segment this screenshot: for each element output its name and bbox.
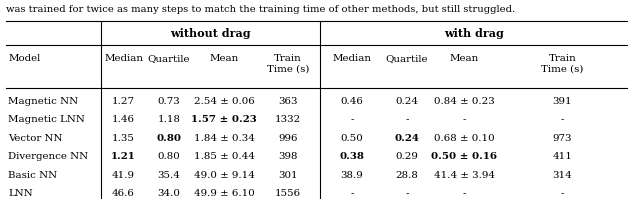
Text: 996: 996 [278,134,298,142]
Text: 38.9: 38.9 [340,171,364,179]
Text: Train
Time (s): Train Time (s) [267,54,309,73]
Text: 1.85 ± 0.44: 1.85 ± 0.44 [193,152,255,161]
Text: 34.0: 34.0 [157,189,180,198]
Text: 0.46: 0.46 [340,97,364,105]
Text: Median: Median [104,54,143,63]
Text: Magnetic NN: Magnetic NN [8,97,79,105]
Text: 49.0 ± 9.14: 49.0 ± 9.14 [193,171,255,179]
Text: 0.38: 0.38 [340,152,364,161]
Text: Divergence NN: Divergence NN [8,152,88,161]
Text: Magnetic LNN: Magnetic LNN [8,115,85,124]
Text: -: - [561,115,564,124]
Text: without drag: without drag [170,28,251,39]
Text: 411: 411 [552,152,573,161]
Text: 973: 973 [553,134,572,142]
Text: 41.9: 41.9 [112,171,135,179]
Text: Mean: Mean [449,54,479,63]
Text: 1.27: 1.27 [112,97,135,105]
Text: -: - [462,115,466,124]
Text: -: - [405,189,409,198]
Text: 0.84 ± 0.23: 0.84 ± 0.23 [434,97,494,105]
Text: 49.9 ± 6.10: 49.9 ± 6.10 [194,189,254,198]
Text: 46.6: 46.6 [112,189,135,198]
Text: 1556: 1556 [275,189,301,198]
Text: 1.57 ± 0.23: 1.57 ± 0.23 [191,115,257,124]
Text: -: - [350,189,354,198]
Text: with drag: with drag [444,28,504,39]
Text: Median: Median [333,54,371,63]
Text: 0.24: 0.24 [394,134,420,142]
Text: Vector NN: Vector NN [8,134,63,142]
Text: 1.21: 1.21 [111,152,136,161]
Text: 1332: 1332 [275,115,301,124]
Text: -: - [405,115,409,124]
Text: 363: 363 [278,97,298,105]
Text: 41.4 ± 3.94: 41.4 ± 3.94 [433,171,495,179]
Text: Model: Model [8,54,40,63]
Text: 0.68 ± 0.10: 0.68 ± 0.10 [434,134,494,142]
Text: -: - [462,189,466,198]
Text: 35.4: 35.4 [157,171,180,179]
Text: 0.73: 0.73 [157,97,180,105]
Text: -: - [561,189,564,198]
Text: 398: 398 [278,152,298,161]
Text: 28.8: 28.8 [396,171,419,179]
Text: 314: 314 [553,171,572,179]
Text: 0.29: 0.29 [396,152,419,161]
Text: Train
Time (s): Train Time (s) [541,54,584,73]
Text: 2.54 ± 0.06: 2.54 ± 0.06 [194,97,254,105]
Text: 0.50: 0.50 [340,134,364,142]
Text: Basic NN: Basic NN [8,171,58,179]
Text: 0.80: 0.80 [157,152,180,161]
Text: LNN: LNN [8,189,33,198]
Text: Mean: Mean [209,54,239,63]
Text: 391: 391 [553,97,572,105]
Text: 1.84 ± 0.34: 1.84 ± 0.34 [193,134,255,142]
Text: 0.50 ± 0.16: 0.50 ± 0.16 [431,152,497,161]
Text: 0.80: 0.80 [156,134,182,142]
Text: Quartile: Quartile [386,54,428,63]
Text: was trained for twice as many steps to match the training time of other methods,: was trained for twice as many steps to m… [6,5,516,14]
Text: Quartile: Quartile [148,54,190,63]
Text: 1.46: 1.46 [112,115,135,124]
Text: 301: 301 [278,171,298,179]
Text: -: - [350,115,354,124]
Text: 1.35: 1.35 [112,134,135,142]
Text: 0.24: 0.24 [396,97,419,105]
Text: 1.18: 1.18 [157,115,180,124]
